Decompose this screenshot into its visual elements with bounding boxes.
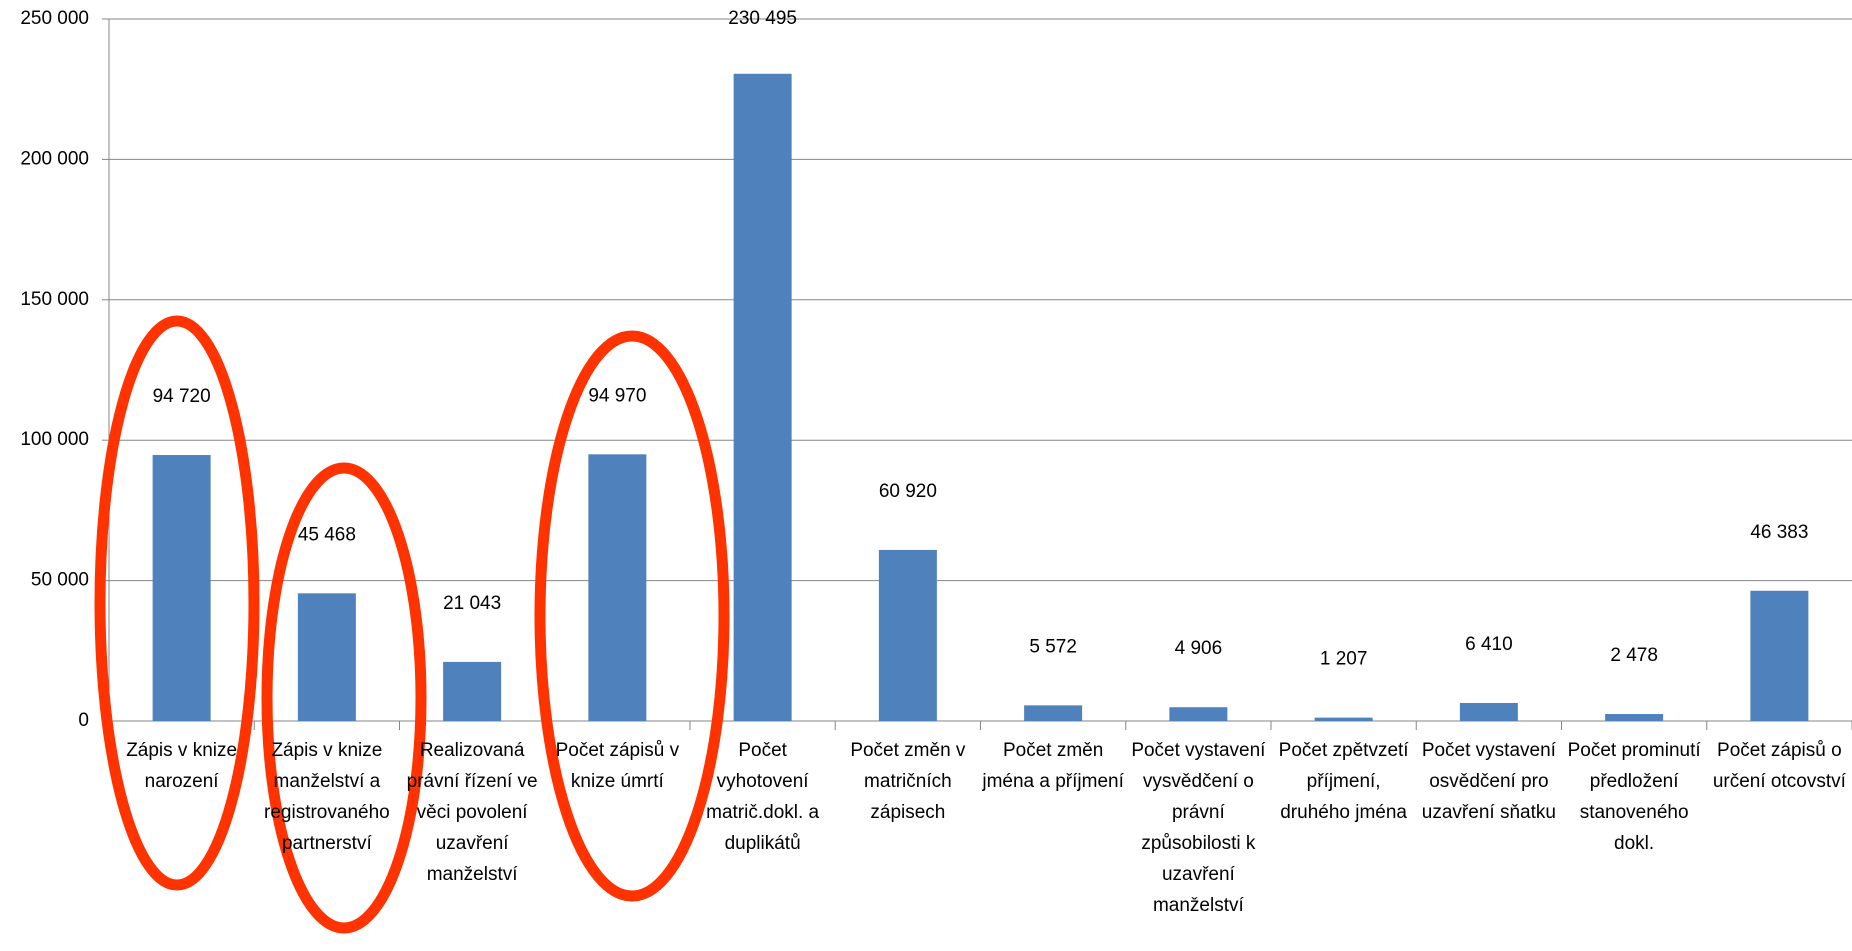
bar <box>1314 717 1373 721</box>
x-tick-label: Počet vystavení vysvědčení o právní způs… <box>1131 740 1266 916</box>
bar <box>297 593 356 721</box>
bar <box>1750 590 1809 721</box>
x-tick-label: Zápis v knize narození <box>126 740 238 792</box>
bar <box>733 73 792 722</box>
value-label: 230 495 <box>728 8 797 29</box>
bar <box>152 455 211 721</box>
value-label: 2 478 <box>1610 645 1658 666</box>
y-tick-label: 250 000 <box>20 8 89 29</box>
value-label: 5 572 <box>1029 636 1077 657</box>
value-label: 21 043 <box>443 593 501 614</box>
y-tick-label: 0 <box>78 710 89 731</box>
bar <box>1459 703 1518 721</box>
bar <box>443 661 502 721</box>
x-tick-label: Počet vyhotovení matrič.dokl. a duplikát… <box>706 740 820 854</box>
bar <box>878 549 937 721</box>
y-tick-label: 50 000 <box>31 570 89 591</box>
value-label: 1 207 <box>1320 649 1368 670</box>
bar <box>1169 707 1228 721</box>
highlight-ellipse <box>534 330 730 902</box>
value-label: 45 468 <box>298 524 356 545</box>
annotations <box>94 315 730 934</box>
bar <box>1024 705 1083 721</box>
value-label: 60 920 <box>879 481 937 502</box>
x-tick-label: Počet změn v matričních zápisech <box>850 740 966 823</box>
x-tick-label: Počet zpětvzetí příjmení, druhého jména <box>1278 740 1409 823</box>
highlight-ellipse <box>94 315 260 891</box>
x-tick-label: Realizovaná právní řízení ve věci povole… <box>406 740 538 885</box>
x-tick-label: Počet změn jména a příjmení <box>982 740 1124 792</box>
value-label: 4 906 <box>1175 638 1223 659</box>
x-tick-label: Zápis v knize manželství a registrovanéh… <box>264 740 390 854</box>
x-tick-label: Počet zápisů o určení otcovství <box>1712 740 1846 792</box>
value-label: 94 970 <box>588 385 646 406</box>
value-label: 94 720 <box>153 386 211 407</box>
x-tick-label: Počet prominutí předložení stanoveného d… <box>1567 740 1701 854</box>
y-tick-label: 150 000 <box>20 289 89 310</box>
bar <box>1605 714 1664 721</box>
y-tick-label: 200 000 <box>20 148 89 169</box>
y-tick-label: 100 000 <box>20 429 89 450</box>
value-label: 46 383 <box>1750 522 1808 543</box>
highlight-ellipse <box>261 462 427 934</box>
x-tick-label: Počet vystavení osvědčení pro uzavření s… <box>1421 740 1556 823</box>
bar <box>588 454 647 721</box>
x-tick-label: Počet zápisů v knize úmrtí <box>555 740 680 792</box>
value-label: 6 410 <box>1465 634 1513 655</box>
